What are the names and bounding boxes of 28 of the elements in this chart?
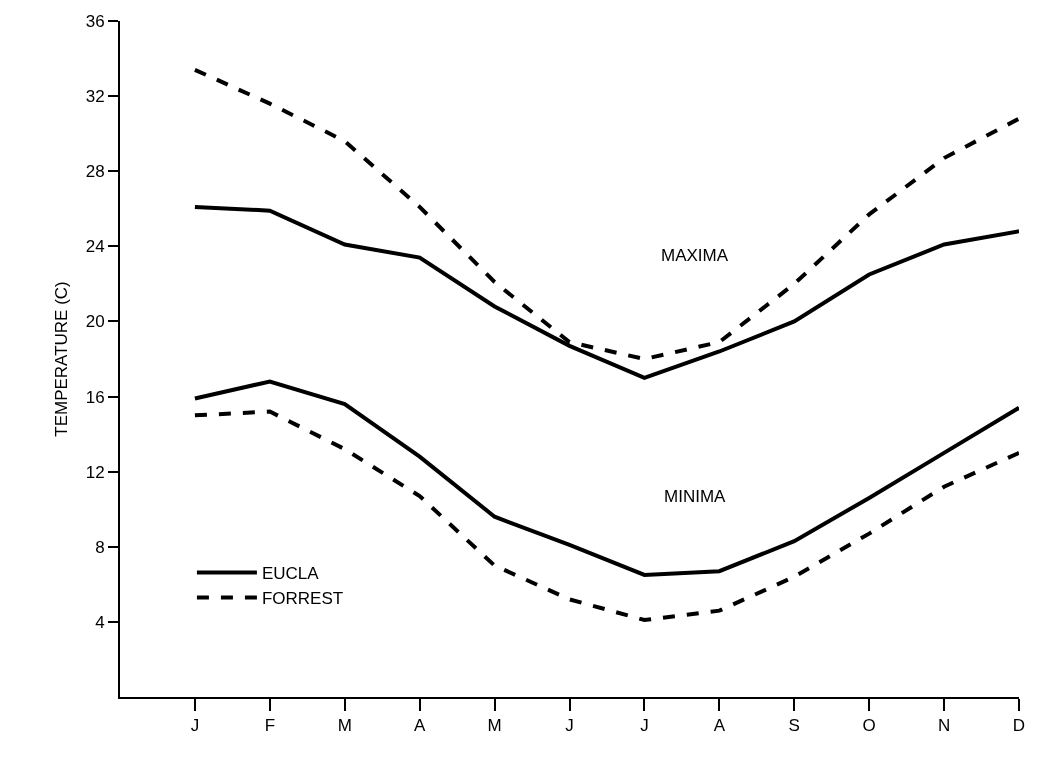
y-axis-title: TEMPERATURE (C) [51,281,71,437]
legend-label: FORREST [261,589,344,609]
x-tick-label: O [862,716,876,736]
x-tick-label: J [190,716,200,736]
x-tick-label: M [487,716,502,736]
legend-label: EUCLA [261,564,320,584]
x-tick-label: N [937,716,951,736]
y-tick-label: 24 [85,237,105,257]
x-tick-label: M [337,716,352,736]
x-tick-label: A [713,716,726,736]
y-tick-label: 12 [85,462,105,482]
y-tick-label: 28 [85,162,105,182]
x-tick-label: J [640,716,649,736]
y-tick-label: 32 [85,87,105,107]
x-tick-label: D [1012,716,1026,736]
x-tick-label: A [414,716,426,736]
line-series [192,379,1019,577]
y-tick-label: 36 [85,11,105,31]
annotation: MINIMA [664,487,727,506]
line-series [192,409,1019,623]
annotation: MAXIMA [661,246,729,265]
x-tick-label: F [264,716,276,736]
y-tick-label: 8 [95,537,105,557]
y-tick-label: 16 [85,387,105,407]
x-tick-label: J [565,716,574,736]
x-tick-label: S [788,716,800,736]
y-tick-label: 4 [95,612,105,632]
y-tick-label: 20 [85,312,105,332]
